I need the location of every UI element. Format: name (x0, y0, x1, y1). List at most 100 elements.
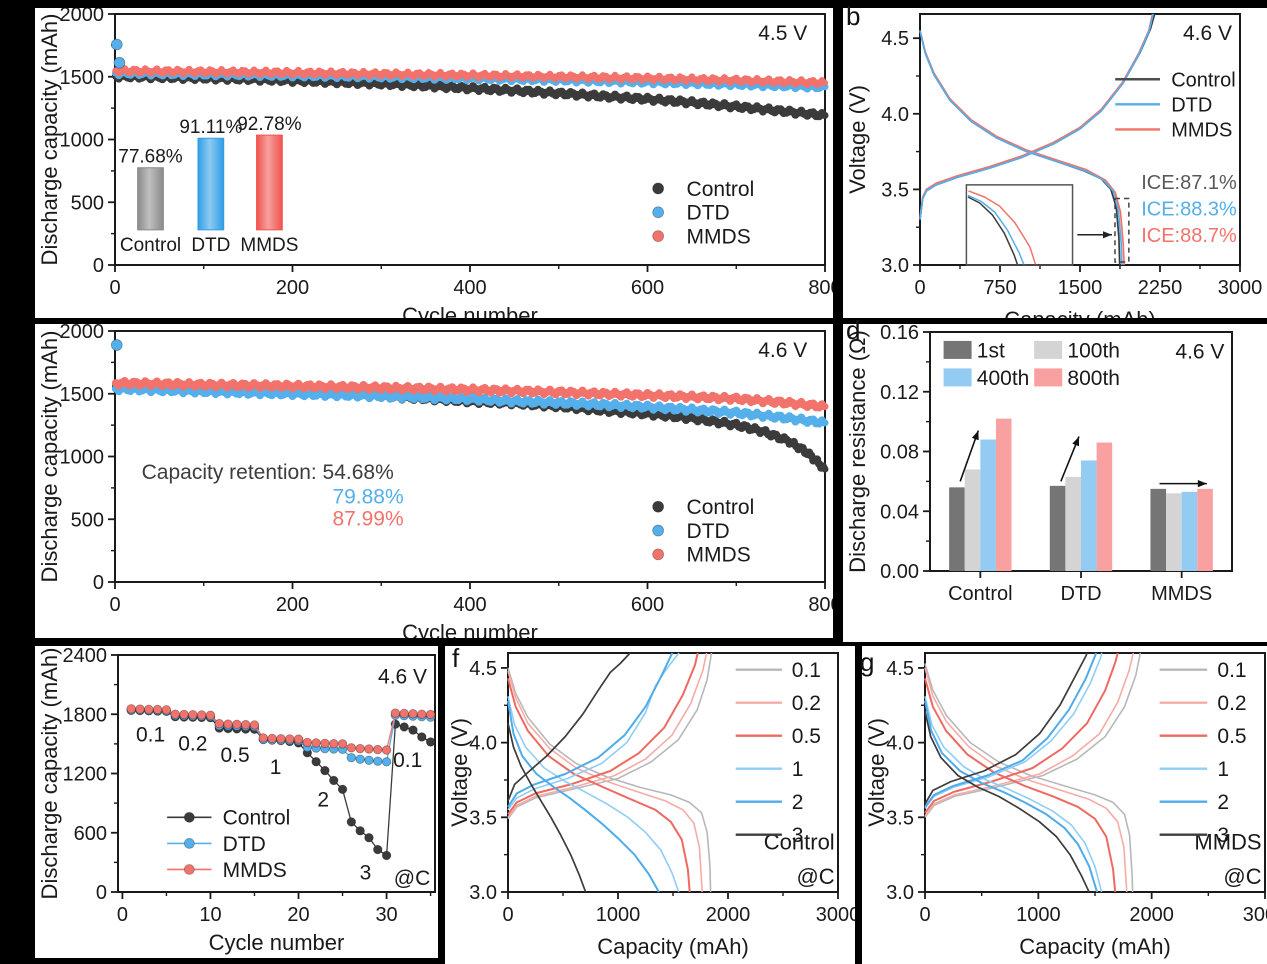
panel-b-voltage-capacity-4.6V: 0 750 1500 2250 3000 3.0 3.5 4.0 4.5 Capacity (mA… (843, 8, 1267, 318)
panel-label-b: b (846, 1, 861, 31)
series-0.1C-charge (507, 652, 713, 820)
series-mmds-discharge (919, 30, 1125, 266)
svg-text:77.68%: 77.68% (118, 146, 183, 167)
svg-text:2000: 2000 (60, 324, 105, 343)
svg-text:0: 0 (109, 277, 120, 299)
svg-text:0: 0 (502, 904, 513, 926)
svg-text:4.5: 4.5 (881, 28, 909, 50)
svg-text:3000: 3000 (816, 904, 855, 926)
svg-text:3000: 3000 (1218, 277, 1263, 299)
svg-text:Control: Control (687, 496, 755, 519)
svg-text:Control: Control (687, 178, 755, 201)
svg-text:10: 10 (199, 904, 221, 926)
svg-text:20: 20 (287, 904, 309, 926)
axes: 0 200 400 600 800 0 500 1000 1500 2000 Cycle numbe… (37, 8, 833, 318)
svg-text:3: 3 (360, 862, 372, 885)
series-mmds (112, 65, 828, 88)
bar-DTD-800th (1096, 442, 1113, 571)
svg-text:79.88%: 79.88% (332, 485, 403, 508)
series-inset-control (967, 196, 1019, 266)
svg-text:3.0: 3.0 (886, 882, 914, 904)
bar-Control-100th (964, 469, 981, 571)
svg-text:0: 0 (96, 882, 107, 904)
svg-text:1000: 1000 (60, 130, 105, 152)
svg-text:DTD: DTD (191, 235, 230, 256)
bar-MMDS-1st (1150, 488, 1167, 571)
svg-text:2: 2 (792, 791, 804, 814)
bar-DTD-100th (1065, 476, 1081, 571)
svg-text:0.16: 0.16 (880, 324, 919, 344)
svg-text:ICE:88.7%: ICE:88.7% (1141, 225, 1237, 247)
svg-text:MMDS: MMDS (1151, 583, 1212, 605)
svg-text:3000: 3000 (1243, 904, 1267, 926)
svg-text:4.6 V: 4.6 V (758, 339, 807, 362)
bar-DTD-1st (1049, 485, 1066, 571)
svg-text:DTD: DTD (1060, 583, 1101, 605)
panel-d-chart: Control DTD MMDS 0.00 0.04 0.08 0.12 0.16 Discha… (845, 324, 1233, 605)
series-control (126, 705, 436, 861)
svg-text:100th: 100th (1067, 339, 1120, 362)
svg-text:3: 3 (792, 824, 804, 847)
legend: Control DTD MMDS (167, 807, 290, 882)
bar-Control-1st (949, 487, 965, 571)
axes: 0 200 400 600 800 0 500 1000 1500 2000 Cycle numbe… (37, 324, 833, 638)
svg-text:3.0: 3.0 (469, 882, 497, 904)
svg-text:@C: @C (1223, 864, 1261, 889)
annotations: 4.6 V Capacity retention: 54.68%79.88%87.… (142, 339, 808, 530)
svg-text:DTD: DTD (1171, 94, 1212, 116)
series-first-cycle-outliers (110, 339, 123, 351)
svg-text:0: 0 (919, 904, 930, 926)
svg-text:0.2: 0.2 (178, 733, 207, 756)
panel-c-chart: 0 200 400 600 800 0 500 1000 1500 2000 Cycle numbe… (37, 324, 833, 638)
svg-text:Capacity (mAh): Capacity (mAh) (1019, 934, 1171, 959)
svg-text:Voltage (V): Voltage (V) (845, 85, 870, 194)
series (126, 704, 436, 861)
svg-text:3: 3 (1217, 824, 1229, 847)
series-0.5C-discharge (924, 678, 1117, 893)
legend: 0.1 0.2 0.5 1 2 3 (735, 659, 821, 847)
svg-text:3.0: 3.0 (881, 255, 909, 277)
svg-text:MMDS: MMDS (223, 859, 287, 882)
series-2C-charge (507, 652, 674, 808)
panel-a-cycling-4.5V: 0 200 400 600 800 0 500 1000 1500 2000 Cycle numbe… (35, 8, 833, 318)
svg-text:4.6 V: 4.6 V (1183, 22, 1232, 45)
series-mmds (126, 704, 436, 755)
series-0.5C-discharge (507, 678, 691, 893)
svg-text:3.5: 3.5 (886, 807, 914, 829)
svg-text:4.6 V: 4.6 V (1175, 340, 1224, 363)
panel-e-chart: 0 10 20 30 0 600 1200 1800 2400 Cycle number Disch… (37, 646, 436, 955)
series-mmds-charge (919, 13, 1154, 219)
svg-text:800th: 800th (1067, 367, 1120, 390)
svg-text:2000: 2000 (1129, 904, 1174, 926)
svg-text:Control: Control (223, 807, 291, 830)
svg-text:DTD: DTD (223, 833, 266, 856)
svg-text:Voltage (V): Voltage (V) (447, 718, 472, 827)
panel-e-rate-capability: 0 10 20 30 0 600 1200 1800 2400 Cycle number Disch… (35, 646, 438, 958)
svg-text:600: 600 (74, 823, 107, 845)
svg-text:30: 30 (375, 904, 397, 926)
svg-text:87.99%: 87.99% (332, 507, 403, 530)
svg-text:2250: 2250 (1138, 277, 1183, 299)
svg-text:1500: 1500 (60, 384, 105, 406)
svg-text:DTD: DTD (687, 520, 730, 543)
svg-text:1500: 1500 (60, 67, 105, 89)
svg-text:750: 750 (983, 277, 1016, 299)
svg-text:2: 2 (317, 789, 329, 812)
series-inset-mmds (968, 190, 1037, 266)
svg-text:2400: 2400 (63, 646, 108, 667)
annotations: 4.5 V 77.68% Control 91.11% DTD 92.78% MMDS (118, 22, 807, 256)
bar-Control-800th (995, 418, 1012, 571)
svg-text:Cycle number: Cycle number (402, 620, 538, 638)
panel-g-chart: 0 1000 2000 3000 3.0 3.5 4.0 4.5 Capacity (mAh) V… (864, 652, 1267, 959)
axes: Control DTD MMDS 0.00 0.04 0.08 0.12 0.16 Discha… (845, 324, 1233, 605)
svg-text:Capacity (mAh): Capacity (mAh) (597, 934, 749, 959)
svg-text:0.1: 0.1 (1217, 659, 1246, 682)
series-control-charge (919, 13, 1156, 220)
svg-text:DTD: DTD (687, 202, 730, 225)
svg-text:0.5: 0.5 (221, 744, 250, 767)
svg-text:1: 1 (792, 758, 804, 781)
svg-text:1200: 1200 (63, 764, 108, 786)
svg-text:Voltage (V): Voltage (V) (864, 718, 889, 827)
panel-g-rate-curves-mmds: 0 1000 2000 3000 3.0 3.5 4.0 4.5 Capacity (mAh) V… (862, 646, 1267, 964)
